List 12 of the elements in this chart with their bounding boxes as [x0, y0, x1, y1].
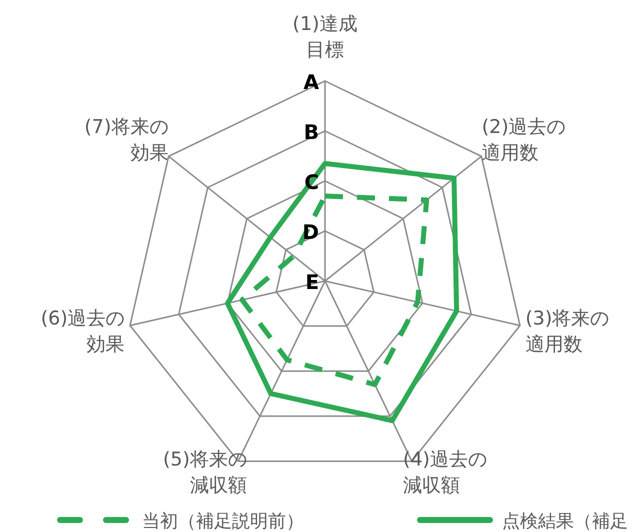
- y-tick-label: A: [304, 70, 320, 94]
- spoke-label: (2)過去の適用数: [482, 116, 566, 164]
- y-tick-label: C: [304, 170, 319, 194]
- legend-label: 点検結果（補足: [502, 511, 628, 532]
- spoke-label: (7)将来の効果: [84, 116, 168, 164]
- spoke-label: (4)過去の減収額: [403, 448, 487, 497]
- spoke-label: (3)将来の適用数: [525, 307, 610, 356]
- spoke-label: (6)過去の効果: [40, 307, 125, 356]
- y-tick-label: B: [304, 120, 319, 144]
- y-tick-label: E: [305, 270, 319, 294]
- spoke-label: (1)達成目標: [292, 13, 358, 61]
- legend-label: 当初（補足説明前）: [142, 511, 304, 532]
